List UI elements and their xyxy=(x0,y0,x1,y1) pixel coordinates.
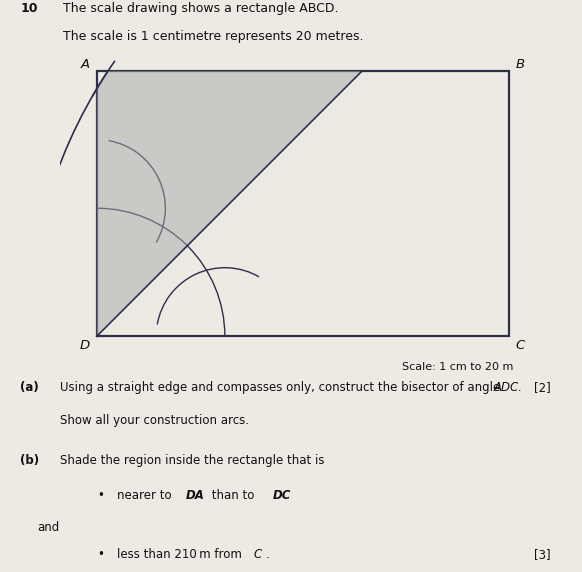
Text: Show all your construction arcs.: Show all your construction arcs. xyxy=(60,414,249,427)
Text: less than 210 m from: less than 210 m from xyxy=(117,549,246,561)
Text: •: • xyxy=(97,489,104,502)
Text: .: . xyxy=(265,549,269,561)
Text: 10: 10 xyxy=(20,2,38,15)
Text: (b): (b) xyxy=(20,454,39,467)
Text: A: A xyxy=(81,58,90,70)
Text: Shade the region inside the rectangle that is: Shade the region inside the rectangle th… xyxy=(60,454,325,467)
Text: [3]: [3] xyxy=(534,549,551,561)
Text: ADC.: ADC. xyxy=(494,380,523,394)
Text: The scale is 1 centimetre represents 20 metres.: The scale is 1 centimetre represents 20 … xyxy=(63,30,363,43)
Text: B: B xyxy=(516,58,524,70)
Text: [2]: [2] xyxy=(534,380,551,394)
Text: Using a straight edge and compasses only, construct the bisector of angle: Using a straight edge and compasses only… xyxy=(60,380,504,394)
Text: DC: DC xyxy=(273,489,291,502)
Text: than to: than to xyxy=(208,489,258,502)
Text: The scale drawing shows a rectangle ABCD.: The scale drawing shows a rectangle ABCD… xyxy=(63,2,338,15)
Text: nearer to: nearer to xyxy=(117,489,175,502)
Text: C: C xyxy=(516,339,525,352)
Text: and: and xyxy=(37,521,59,534)
Text: DA: DA xyxy=(186,489,204,502)
Text: •: • xyxy=(97,549,104,561)
Polygon shape xyxy=(97,71,362,336)
Text: C: C xyxy=(254,549,262,561)
Text: Scale: 1 cm to 20 m: Scale: 1 cm to 20 m xyxy=(402,362,513,371)
Text: (a): (a) xyxy=(20,380,39,394)
Text: D: D xyxy=(80,339,90,352)
